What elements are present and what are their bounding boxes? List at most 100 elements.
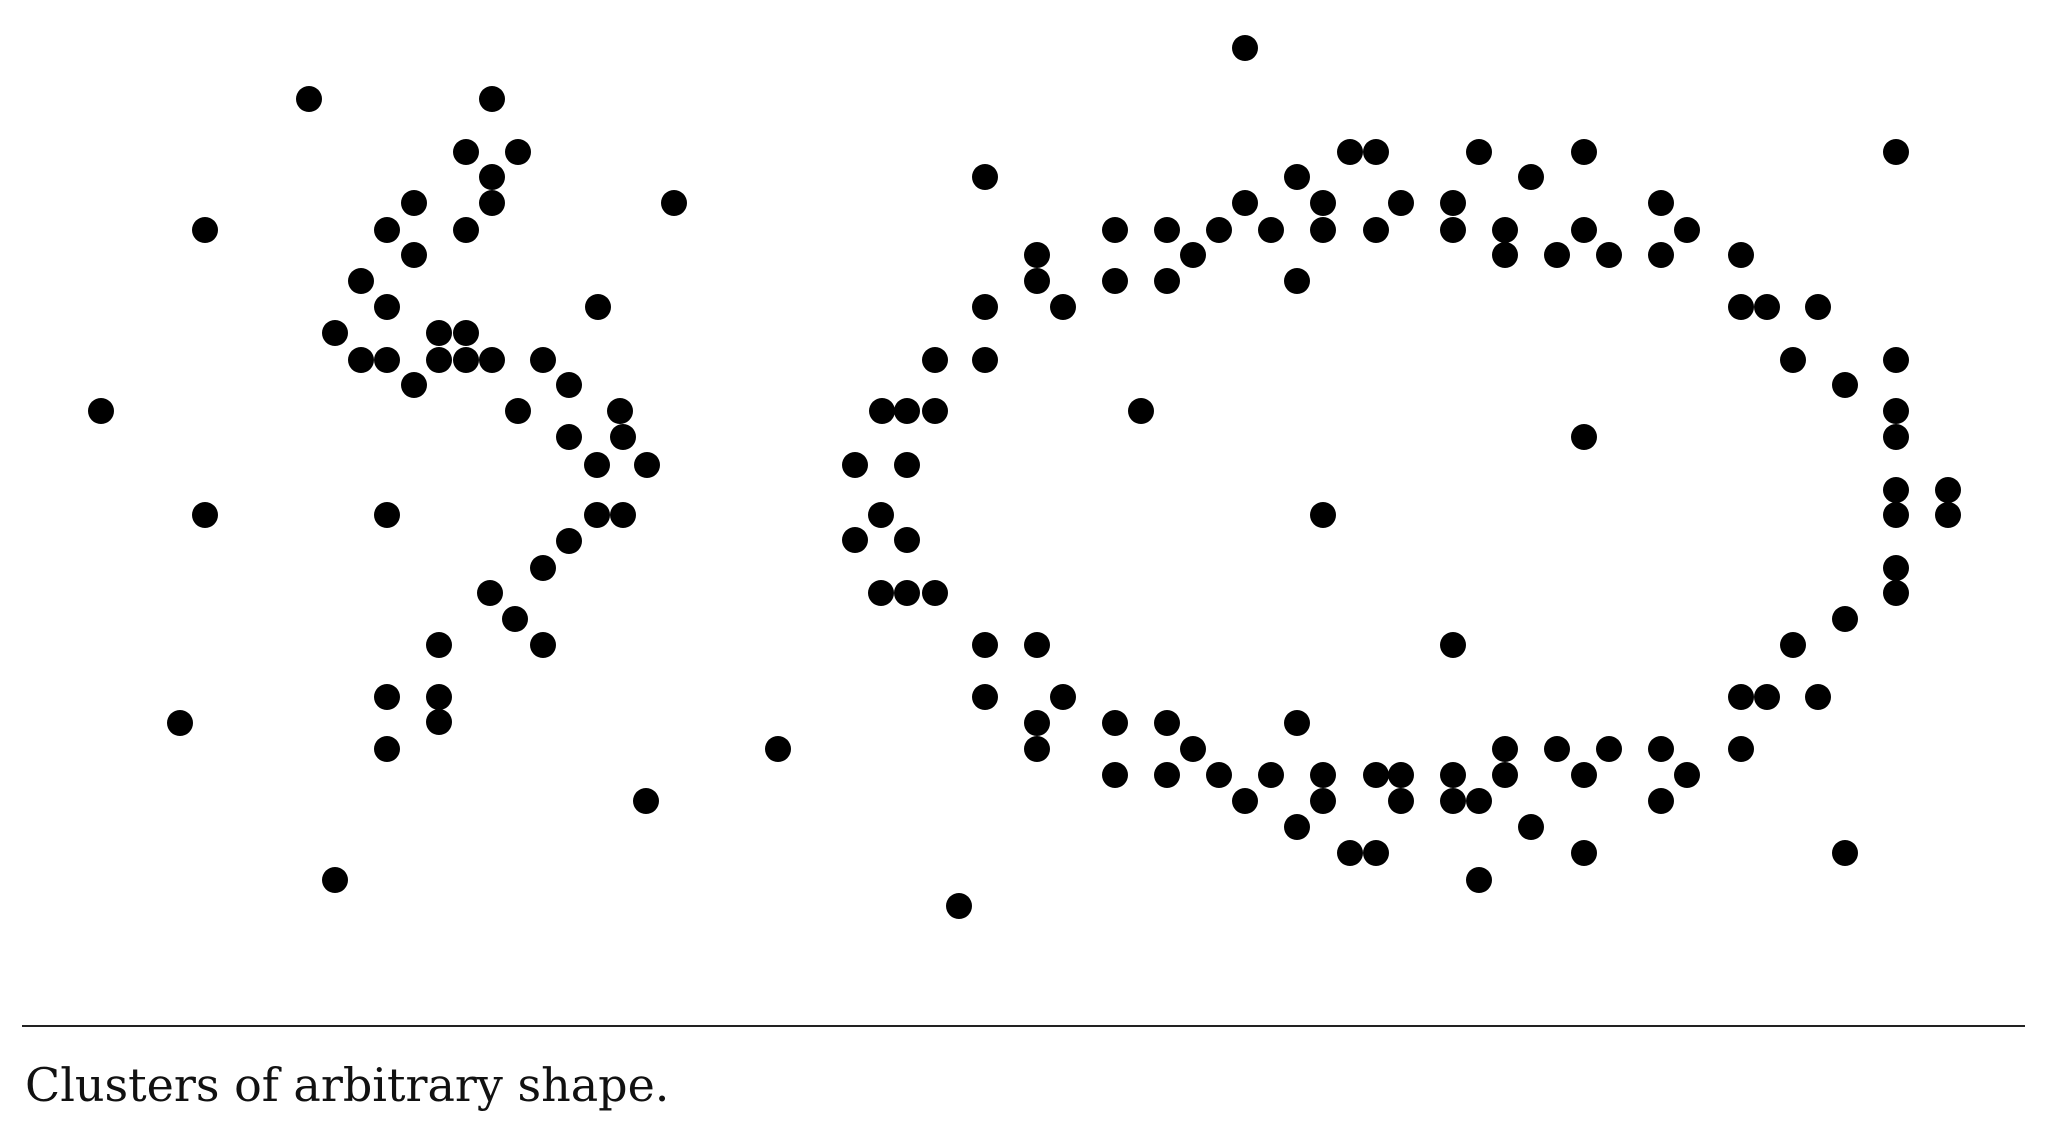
data-point (633, 788, 659, 814)
data-point (1388, 788, 1414, 814)
data-point (1440, 190, 1466, 216)
data-point (1648, 788, 1674, 814)
data-point (1832, 606, 1858, 632)
data-point (374, 502, 400, 528)
data-point (1544, 736, 1570, 762)
data-point (1544, 242, 1570, 268)
data-point (88, 398, 114, 424)
data-point (1258, 762, 1284, 788)
data-point (972, 684, 998, 710)
data-point (1024, 632, 1050, 658)
data-point (479, 190, 505, 216)
data-point (167, 710, 193, 736)
data-point (1180, 242, 1206, 268)
data-point (1883, 555, 1909, 581)
data-point (505, 139, 531, 165)
data-point (1440, 788, 1466, 814)
figure-caption: Clusters of arbitrary shape. (25, 1058, 670, 1112)
data-point (946, 893, 972, 919)
data-point (401, 190, 427, 216)
data-point (530, 632, 556, 658)
data-point (1728, 242, 1754, 268)
data-point (322, 867, 348, 893)
data-point (401, 372, 427, 398)
data-point (1284, 710, 1310, 736)
data-point (374, 684, 400, 710)
data-point (1206, 762, 1232, 788)
data-point (1310, 190, 1336, 216)
data-point (607, 398, 633, 424)
data-point (610, 424, 636, 450)
data-point (1232, 190, 1258, 216)
data-point (1596, 736, 1622, 762)
data-point (453, 320, 479, 346)
data-point (1284, 268, 1310, 294)
data-point (1440, 762, 1466, 788)
data-point (868, 502, 894, 528)
data-point (1883, 347, 1909, 373)
data-point (922, 580, 948, 606)
data-point (1102, 217, 1128, 243)
data-point (972, 632, 998, 658)
data-point (1518, 164, 1544, 190)
data-point (894, 398, 920, 424)
data-point (1388, 762, 1414, 788)
data-point (453, 217, 479, 243)
data-point (1206, 217, 1232, 243)
data-point (1492, 762, 1518, 788)
data-point (1363, 762, 1389, 788)
data-point (1571, 217, 1597, 243)
data-point (1440, 632, 1466, 658)
data-point (1310, 217, 1336, 243)
data-point (1571, 762, 1597, 788)
data-point (1310, 788, 1336, 814)
data-point (1024, 710, 1050, 736)
data-point (374, 217, 400, 243)
data-point (192, 502, 218, 528)
data-point (479, 86, 505, 112)
data-point (1805, 294, 1831, 320)
data-point (426, 320, 452, 346)
data-point (1102, 268, 1128, 294)
data-point (584, 452, 610, 478)
data-point (426, 684, 452, 710)
data-point (1883, 477, 1909, 503)
data-point (584, 502, 610, 528)
data-point (1102, 710, 1128, 736)
data-point (426, 709, 452, 735)
data-point (426, 347, 452, 373)
data-point (1258, 217, 1284, 243)
data-point (1310, 762, 1336, 788)
data-point (1466, 139, 1492, 165)
data-point (1648, 736, 1674, 762)
data-point (1805, 684, 1831, 710)
data-point (426, 632, 452, 658)
data-point (972, 164, 998, 190)
data-point (1284, 814, 1310, 840)
data-point (1571, 840, 1597, 866)
data-point (1154, 268, 1180, 294)
data-point (1674, 762, 1700, 788)
data-point (1754, 294, 1780, 320)
data-point (1466, 867, 1492, 893)
data-point (1648, 242, 1674, 268)
data-point (1780, 347, 1806, 373)
data-points (88, 35, 1961, 919)
data-point (374, 294, 400, 320)
data-point (556, 528, 582, 554)
data-point (1024, 736, 1050, 762)
data-point (374, 736, 400, 762)
data-point (1154, 217, 1180, 243)
data-point (530, 555, 556, 581)
data-point (1154, 762, 1180, 788)
data-point (479, 164, 505, 190)
data-point (894, 452, 920, 478)
data-point (1310, 502, 1336, 528)
data-point (556, 424, 582, 450)
data-point (1154, 710, 1180, 736)
data-point (1363, 217, 1389, 243)
data-point (296, 86, 322, 112)
data-point (1674, 217, 1700, 243)
data-point (502, 606, 528, 632)
data-point (922, 398, 948, 424)
